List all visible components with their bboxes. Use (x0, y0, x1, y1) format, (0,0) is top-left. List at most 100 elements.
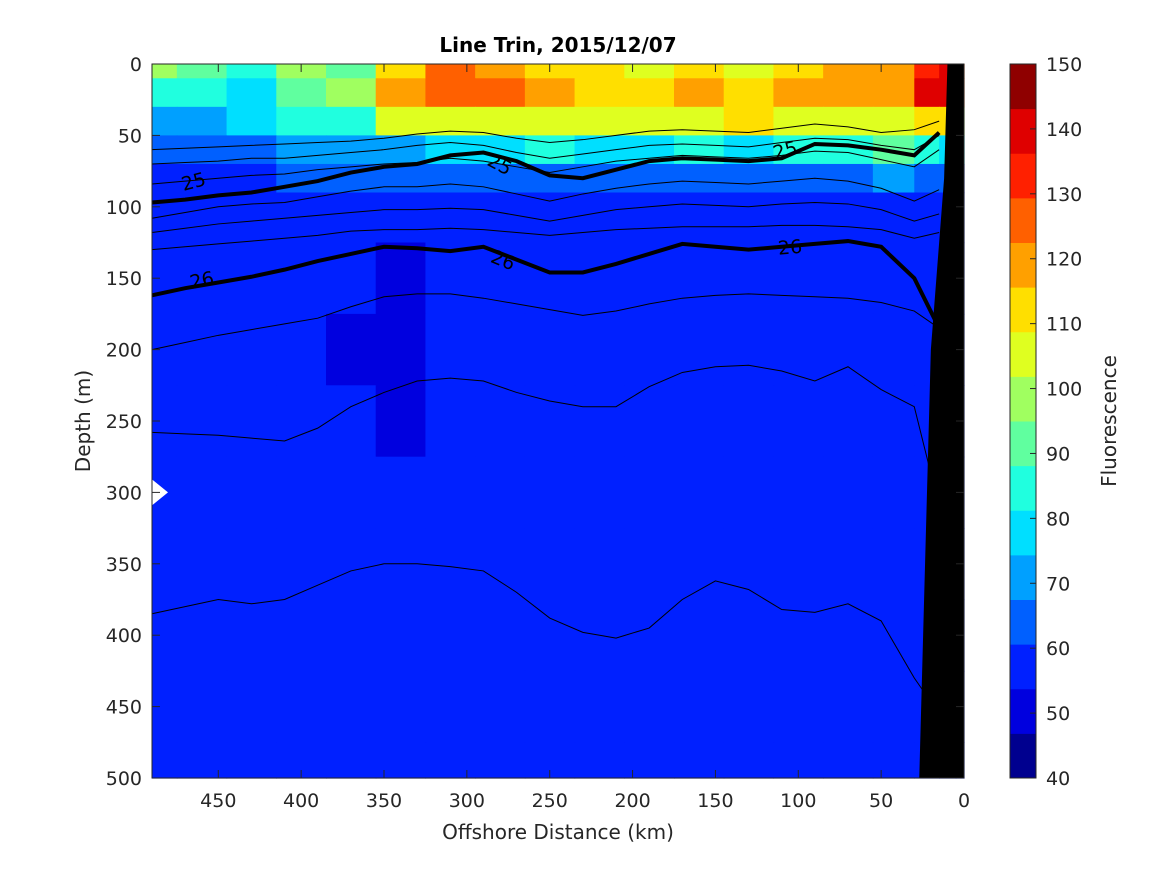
y-tick-label: 500 (106, 768, 142, 790)
heatmap-cell (773, 670, 824, 743)
heatmap-cell (773, 456, 824, 529)
x-axis-label: Offshore Distance (km) (442, 820, 674, 844)
heatmap-cell (674, 670, 725, 743)
heatmap-cell (326, 670, 377, 743)
heatmap-cell (176, 78, 228, 108)
heatmap-cell (574, 456, 625, 529)
heatmap-cell (226, 313, 277, 386)
x-tick-label: 50 (869, 790, 893, 812)
heatmap-cell (574, 242, 625, 315)
heatmap-cell (375, 742, 427, 779)
heatmap-cell (674, 456, 725, 529)
heatmap-cell (823, 163, 874, 194)
thin-contour-line (151, 120, 940, 151)
heatmap-cell (574, 742, 625, 779)
y-tick-label: 50 (118, 125, 142, 147)
colorbar: 40 50 60 70 80 90 100 110 120 130 140 150 Fluoresce… (1009, 54, 1121, 790)
thin-contour-line (151, 149, 940, 185)
heatmap-cell (226, 192, 277, 244)
heatmap-cell (375, 192, 427, 244)
heatmap-cell (872, 313, 915, 386)
colorbar-tick-label: 40 (1046, 768, 1070, 790)
heatmap-cell (624, 599, 675, 672)
heatmap-cell (773, 385, 824, 458)
heatmap-cell (152, 106, 178, 136)
heatmap-cell (674, 192, 725, 244)
heatmap-cell (475, 192, 526, 244)
colorbar-band (1010, 242, 1036, 288)
x-tick-label: 100 (780, 790, 816, 812)
colorbar-bands (1010, 64, 1036, 779)
heatmap-cell (624, 528, 675, 601)
heatmap-cell (872, 163, 915, 194)
colorbar-tick-label: 130 (1046, 184, 1082, 206)
contour-label: 26 (777, 236, 803, 260)
heatmap-cell (574, 670, 625, 743)
thin-contour-line (151, 202, 940, 233)
heatmap-cell (574, 78, 625, 108)
heatmap-cell (524, 456, 576, 529)
colorbar-band (1010, 554, 1036, 600)
chart-title: Line Trin, 2015/12/07 (439, 33, 676, 57)
heatmap-cell (425, 670, 476, 743)
heatmap-cell (226, 670, 277, 743)
heatmap-cell (773, 192, 824, 244)
heatmap-cell (773, 528, 824, 601)
heatmap-cell (624, 78, 675, 108)
heatmap-cell (574, 64, 625, 79)
heatmap-cell (326, 528, 377, 601)
heatmap-cell (624, 742, 675, 779)
heatmap-cell (524, 242, 576, 315)
density-contours (151, 120, 941, 715)
colorbar-band (1010, 688, 1036, 734)
heatmap-cell (723, 106, 775, 136)
thin-contour-line (151, 134, 940, 165)
heatmap-cell (276, 385, 327, 458)
heatmap-cell (226, 64, 277, 79)
heatmap-cell (723, 599, 775, 672)
heatmap-cell (723, 456, 775, 529)
x-axis-ticks: 450 400 350 300 250 200 150 100 50 0 (200, 64, 970, 812)
heatmap-cell (326, 599, 377, 672)
heatmap-cell (823, 742, 874, 779)
y-tick-label: 400 (106, 625, 142, 647)
colorbar-band (1010, 197, 1036, 243)
heatmap-cell (723, 742, 775, 779)
thin-contour-line (151, 177, 940, 219)
heatmap-cell (674, 163, 725, 194)
colorbar-band (1010, 331, 1036, 377)
heatmap-cell (475, 106, 526, 136)
heatmap-cell (674, 242, 725, 315)
heatmap-cell (524, 385, 576, 458)
heatmap-cell (823, 78, 874, 108)
thin-contour-line (151, 563, 940, 715)
heatmap-cell (475, 599, 526, 672)
heatmap-cell (674, 528, 725, 601)
heatmap-cell (574, 192, 625, 244)
heatmap-cell (574, 313, 625, 386)
heatmap-cell (872, 599, 915, 672)
heatmap-cell (326, 313, 377, 386)
heatmap-cell (176, 242, 228, 315)
heatmap-cell (425, 78, 476, 108)
colorbar-tick-label: 150 (1046, 54, 1082, 76)
heatmap-cell (773, 313, 824, 386)
heatmap-cell (475, 528, 526, 601)
heatmap-cell (914, 78, 940, 108)
heatmap-cell (425, 599, 476, 672)
heatmap-cell (425, 313, 476, 386)
heatmap-cell (914, 106, 940, 136)
colorbar-band (1010, 421, 1036, 467)
heatmap-cell (425, 528, 476, 601)
heatmap-cell (226, 599, 277, 672)
heatmap-cell (326, 64, 377, 79)
colorbar-tick-label: 90 (1046, 443, 1070, 465)
heatmap-cell (276, 135, 327, 165)
heatmap-cell (176, 313, 228, 386)
heatmap-cell (872, 528, 915, 601)
heatmap-cell (152, 742, 178, 779)
colorbar-tick-label: 80 (1046, 508, 1070, 530)
heatmap-cell (872, 242, 915, 315)
x-tick-label: 0 (958, 790, 970, 812)
